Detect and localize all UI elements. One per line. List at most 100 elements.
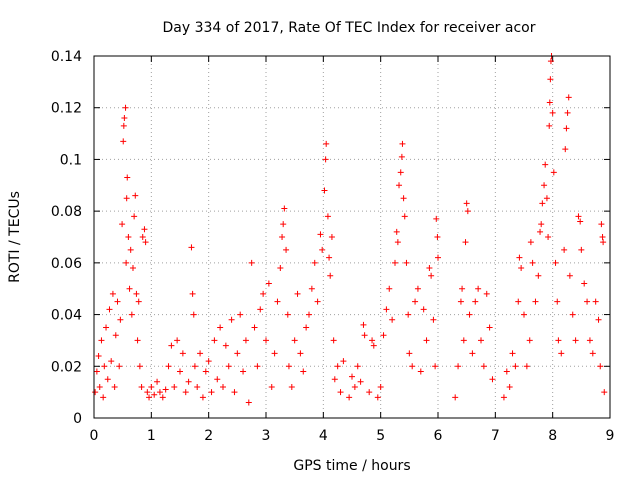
data-point bbox=[562, 146, 569, 153]
data-point bbox=[231, 389, 238, 396]
x-axis-label: GPS time / hours bbox=[293, 458, 410, 474]
data-point bbox=[214, 376, 221, 383]
data-point bbox=[466, 311, 473, 318]
data-point bbox=[398, 153, 405, 160]
data-point bbox=[156, 389, 163, 396]
data-point bbox=[254, 363, 261, 370]
data-point bbox=[409, 363, 416, 370]
data-point bbox=[377, 383, 384, 390]
data-point bbox=[108, 358, 115, 365]
data-point bbox=[558, 350, 565, 357]
data-point bbox=[546, 122, 553, 129]
data-point bbox=[122, 104, 129, 111]
data-point bbox=[265, 280, 272, 287]
data-point bbox=[601, 389, 608, 396]
data-point bbox=[225, 363, 232, 370]
data-point bbox=[126, 285, 133, 292]
data-point bbox=[428, 272, 435, 279]
data-point bbox=[340, 358, 347, 365]
data-point bbox=[191, 363, 198, 370]
data-point bbox=[503, 368, 510, 375]
data-point bbox=[547, 58, 554, 65]
data-point bbox=[433, 215, 440, 222]
x-tick-label: 2 bbox=[204, 428, 213, 444]
data-point bbox=[319, 246, 326, 253]
data-point bbox=[584, 298, 591, 305]
data-point bbox=[434, 234, 441, 240]
data-point bbox=[577, 218, 584, 225]
data-point bbox=[515, 298, 522, 305]
data-point bbox=[563, 125, 570, 132]
data-point bbox=[394, 239, 401, 246]
data-point bbox=[324, 213, 331, 220]
data-point bbox=[535, 272, 542, 279]
data-point bbox=[489, 376, 496, 383]
data-point bbox=[109, 290, 116, 297]
data-point bbox=[165, 363, 172, 370]
data-point bbox=[133, 290, 140, 297]
data-point bbox=[547, 76, 554, 83]
data-point bbox=[506, 383, 513, 390]
data-point bbox=[561, 246, 568, 253]
data-point bbox=[578, 246, 585, 253]
data-point bbox=[351, 383, 358, 390]
data-point bbox=[414, 285, 421, 292]
data-point bbox=[281, 205, 288, 212]
y-axis-label: ROTI / TECUs bbox=[7, 191, 23, 283]
data-point bbox=[369, 337, 376, 344]
data-point bbox=[185, 378, 192, 385]
data-point bbox=[311, 259, 318, 266]
data-point bbox=[189, 290, 196, 297]
data-point bbox=[542, 161, 549, 168]
data-point bbox=[526, 337, 533, 344]
data-point bbox=[478, 337, 484, 344]
data-point bbox=[360, 321, 367, 328]
data-point bbox=[205, 358, 212, 365]
data-point bbox=[154, 378, 161, 385]
data-point bbox=[327, 272, 334, 279]
data-point bbox=[337, 389, 344, 396]
x-tick-label: 4 bbox=[319, 428, 328, 444]
data-point bbox=[106, 306, 113, 313]
data-point bbox=[119, 221, 126, 228]
y-tick-label: 0.02 bbox=[51, 359, 82, 375]
data-point bbox=[400, 195, 407, 202]
data-point bbox=[123, 195, 130, 202]
data-point bbox=[589, 350, 596, 357]
data-point bbox=[95, 352, 102, 359]
data-point bbox=[141, 226, 148, 233]
data-point bbox=[120, 122, 127, 129]
data-point bbox=[237, 311, 244, 318]
data-point bbox=[234, 350, 241, 357]
data-point bbox=[125, 234, 132, 240]
data-point bbox=[374, 394, 381, 401]
data-point bbox=[455, 363, 462, 370]
data-point bbox=[389, 316, 396, 323]
data-point bbox=[457, 298, 464, 305]
data-point bbox=[211, 337, 218, 344]
data-point bbox=[138, 383, 145, 390]
data-point bbox=[92, 389, 99, 396]
data-point bbox=[271, 350, 278, 357]
data-point bbox=[260, 290, 267, 297]
data-point bbox=[291, 337, 298, 344]
data-point bbox=[512, 363, 519, 370]
data-point bbox=[308, 285, 315, 292]
data-point bbox=[552, 259, 559, 266]
data-point bbox=[581, 280, 588, 287]
y-tick-label: 0.08 bbox=[51, 204, 82, 220]
data-point bbox=[545, 234, 552, 240]
data-point bbox=[174, 337, 181, 344]
data-point bbox=[575, 213, 582, 220]
y-axis-ticks: 0 0.02 0.04 0.06 0.08 0.1 0.12 0.14 bbox=[51, 49, 610, 427]
data-point bbox=[162, 386, 169, 393]
data-point bbox=[217, 324, 224, 331]
data-point bbox=[569, 311, 576, 318]
data-point bbox=[523, 363, 530, 370]
data-point bbox=[177, 368, 183, 375]
data-point bbox=[144, 389, 151, 396]
x-tick-label: 5 bbox=[376, 428, 385, 444]
data-point bbox=[403, 259, 410, 266]
data-point bbox=[346, 394, 353, 401]
data-point bbox=[323, 140, 330, 147]
